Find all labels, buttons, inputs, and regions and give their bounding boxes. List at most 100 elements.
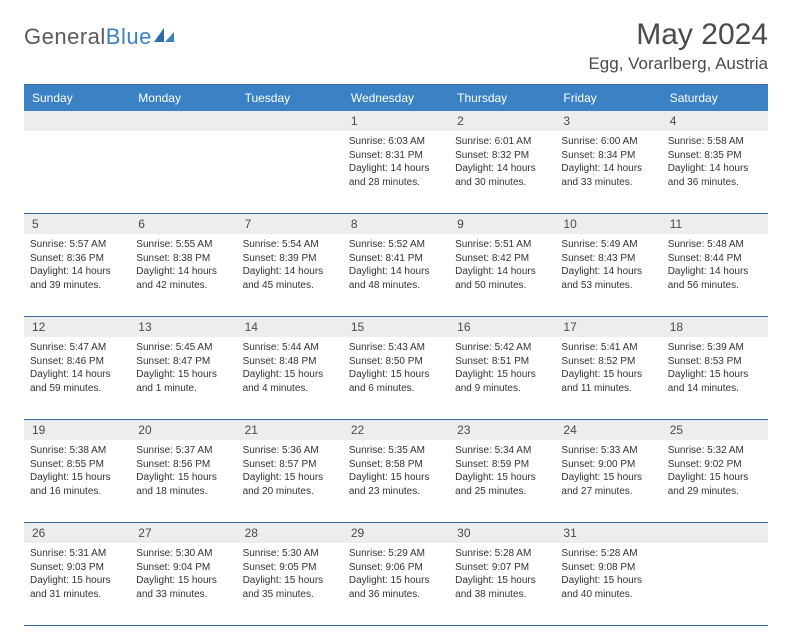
sunset-line: Sunset: 8:38 PM (136, 252, 230, 266)
day-number: 2 (449, 111, 555, 131)
day-number: 5 (24, 214, 130, 234)
calendar-cell: Sunrise: 5:37 AMSunset: 8:56 PMDaylight:… (130, 440, 236, 522)
sunset-line: Sunset: 8:42 PM (455, 252, 549, 266)
cell-body: Sunrise: 5:41 AMSunset: 8:52 PMDaylight:… (561, 341, 655, 395)
calendar-cell: Sunrise: 5:42 AMSunset: 8:51 PMDaylight:… (449, 337, 555, 419)
calendar-cell: Sunrise: 5:54 AMSunset: 8:39 PMDaylight:… (237, 234, 343, 316)
sunrise-line: Sunrise: 5:28 AM (561, 547, 655, 561)
day-number: 21 (237, 420, 343, 440)
sunrise-line: Sunrise: 5:43 AM (349, 341, 443, 355)
daylight-line: Daylight: 15 hours and 36 minutes. (349, 574, 443, 601)
daylight-line: Daylight: 14 hours and 53 minutes. (561, 265, 655, 292)
day-header: Saturday (662, 85, 768, 111)
sunrise-line: Sunrise: 5:29 AM (349, 547, 443, 561)
cell-body: Sunrise: 5:29 AMSunset: 9:06 PMDaylight:… (349, 547, 443, 601)
cell-body: Sunrise: 5:34 AMSunset: 8:59 PMDaylight:… (455, 444, 549, 498)
daylight-line: Daylight: 15 hours and 31 minutes. (30, 574, 124, 601)
cell-body: Sunrise: 5:39 AMSunset: 8:53 PMDaylight:… (668, 341, 762, 395)
sunset-line: Sunset: 8:58 PM (349, 458, 443, 472)
daylight-line: Daylight: 14 hours and 28 minutes. (349, 162, 443, 189)
daylight-line: Daylight: 15 hours and 16 minutes. (30, 471, 124, 498)
calendar-cell: Sunrise: 5:48 AMSunset: 8:44 PMDaylight:… (662, 234, 768, 316)
sunrise-line: Sunrise: 5:49 AM (561, 238, 655, 252)
cell-body: Sunrise: 5:31 AMSunset: 9:03 PMDaylight:… (30, 547, 124, 601)
cell-body: Sunrise: 5:51 AMSunset: 8:42 PMDaylight:… (455, 238, 549, 292)
sunset-line: Sunset: 9:00 PM (561, 458, 655, 472)
sunrise-line: Sunrise: 5:34 AM (455, 444, 549, 458)
cells-row: Sunrise: 5:57 AMSunset: 8:36 PMDaylight:… (24, 234, 768, 316)
sunset-line: Sunset: 8:32 PM (455, 149, 549, 163)
day-number: 15 (343, 317, 449, 337)
daylight-line: Daylight: 15 hours and 40 minutes. (561, 574, 655, 601)
sunset-line: Sunset: 8:31 PM (349, 149, 443, 163)
calendar-cell: Sunrise: 5:30 AMSunset: 9:04 PMDaylight:… (130, 543, 236, 625)
cell-body: Sunrise: 6:03 AMSunset: 8:31 PMDaylight:… (349, 135, 443, 189)
sunrise-line: Sunrise: 5:41 AM (561, 341, 655, 355)
sunrise-line: Sunrise: 5:51 AM (455, 238, 549, 252)
logo-word2: Blue (106, 24, 152, 49)
week-block: 1234 Sunrise: 6:03 AMSunset: 8:31 PMDayli… (24, 111, 768, 214)
calendar-cell: Sunrise: 5:39 AMSunset: 8:53 PMDaylight:… (662, 337, 768, 419)
cells-row: Sunrise: 5:38 AMSunset: 8:55 PMDaylight:… (24, 440, 768, 522)
logo-sail-icon (152, 26, 176, 44)
daylight-line: Daylight: 15 hours and 29 minutes. (668, 471, 762, 498)
cell-body: Sunrise: 5:37 AMSunset: 8:56 PMDaylight:… (136, 444, 230, 498)
sunrise-line: Sunrise: 5:58 AM (668, 135, 762, 149)
day-number: 9 (449, 214, 555, 234)
daylight-line: Daylight: 14 hours and 39 minutes. (30, 265, 124, 292)
daylight-line: Daylight: 14 hours and 30 minutes. (455, 162, 549, 189)
daylight-line: Daylight: 15 hours and 14 minutes. (668, 368, 762, 395)
day-number: 31 (555, 523, 661, 543)
calendar-cell: Sunrise: 5:57 AMSunset: 8:36 PMDaylight:… (24, 234, 130, 316)
sunrise-line: Sunrise: 6:00 AM (561, 135, 655, 149)
daylight-line: Daylight: 15 hours and 38 minutes. (455, 574, 549, 601)
day-number: 20 (130, 420, 236, 440)
calendar-cell: Sunrise: 5:35 AMSunset: 8:58 PMDaylight:… (343, 440, 449, 522)
cell-body: Sunrise: 5:55 AMSunset: 8:38 PMDaylight:… (136, 238, 230, 292)
week-block: 19202122232425Sunrise: 5:38 AMSunset: 8:… (24, 420, 768, 523)
daylight-line: Daylight: 15 hours and 11 minutes. (561, 368, 655, 395)
cells-row: Sunrise: 5:47 AMSunset: 8:46 PMDaylight:… (24, 337, 768, 419)
daylight-line: Daylight: 14 hours and 42 minutes. (136, 265, 230, 292)
daylight-line: Daylight: 15 hours and 27 minutes. (561, 471, 655, 498)
cell-body: Sunrise: 5:30 AMSunset: 9:04 PMDaylight:… (136, 547, 230, 601)
calendar-cell: Sunrise: 6:03 AMSunset: 8:31 PMDaylight:… (343, 131, 449, 213)
header: GeneralBlue May 2024 Egg, Vorarlberg, Au… (24, 18, 768, 74)
day-number: 7 (237, 214, 343, 234)
day-number (24, 111, 130, 131)
cell-body: Sunrise: 5:38 AMSunset: 8:55 PMDaylight:… (30, 444, 124, 498)
day-header: Thursday (449, 85, 555, 111)
daylight-line: Daylight: 15 hours and 23 minutes. (349, 471, 443, 498)
sunset-line: Sunset: 8:36 PM (30, 252, 124, 266)
sunrise-line: Sunrise: 5:33 AM (561, 444, 655, 458)
daylight-line: Daylight: 14 hours and 45 minutes. (243, 265, 337, 292)
cell-body: Sunrise: 5:49 AMSunset: 8:43 PMDaylight:… (561, 238, 655, 292)
sunrise-line: Sunrise: 5:30 AM (136, 547, 230, 561)
cell-body: Sunrise: 5:35 AMSunset: 8:58 PMDaylight:… (349, 444, 443, 498)
daynum-row: 1234 (24, 111, 768, 131)
sunset-line: Sunset: 8:52 PM (561, 355, 655, 369)
week-block: 12131415161718Sunrise: 5:47 AMSunset: 8:… (24, 317, 768, 420)
title-block: May 2024 Egg, Vorarlberg, Austria (588, 18, 768, 74)
daylight-line: Daylight: 15 hours and 18 minutes. (136, 471, 230, 498)
day-number (662, 523, 768, 543)
sunrise-line: Sunrise: 5:57 AM (30, 238, 124, 252)
day-number: 29 (343, 523, 449, 543)
sunrise-line: Sunrise: 5:38 AM (30, 444, 124, 458)
calendar-page: GeneralBlue May 2024 Egg, Vorarlberg, Au… (0, 0, 792, 644)
day-number: 13 (130, 317, 236, 337)
calendar-cell: Sunrise: 6:00 AMSunset: 8:34 PMDaylight:… (555, 131, 661, 213)
calendar-cell: Sunrise: 5:44 AMSunset: 8:48 PMDaylight:… (237, 337, 343, 419)
week-block: 567891011Sunrise: 5:57 AMSunset: 8:36 PM… (24, 214, 768, 317)
logo-text: GeneralBlue (24, 24, 152, 50)
day-number: 28 (237, 523, 343, 543)
cell-body: Sunrise: 5:42 AMSunset: 8:51 PMDaylight:… (455, 341, 549, 395)
sunset-line: Sunset: 9:07 PM (455, 561, 549, 575)
day-number: 24 (555, 420, 661, 440)
cells-row: Sunrise: 5:31 AMSunset: 9:03 PMDaylight:… (24, 543, 768, 625)
day-number: 27 (130, 523, 236, 543)
daylight-line: Daylight: 14 hours and 56 minutes. (668, 265, 762, 292)
sunset-line: Sunset: 8:39 PM (243, 252, 337, 266)
sunset-line: Sunset: 8:47 PM (136, 355, 230, 369)
cell-body: Sunrise: 5:28 AMSunset: 9:08 PMDaylight:… (561, 547, 655, 601)
